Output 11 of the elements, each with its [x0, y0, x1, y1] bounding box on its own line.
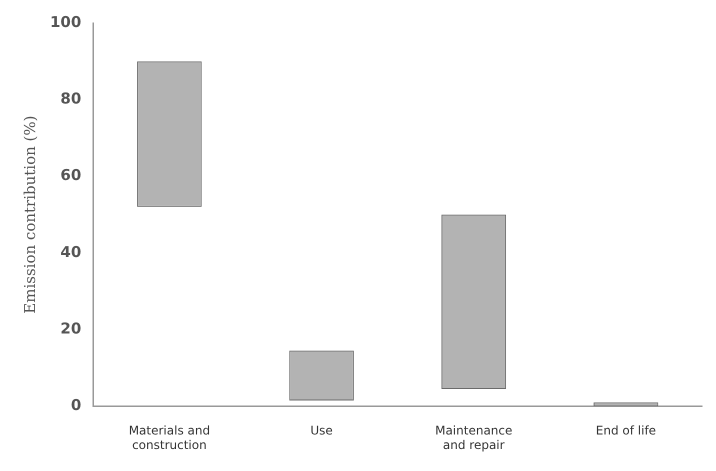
y-tick-label: 20 — [60, 319, 82, 338]
y-tick-label: 0 — [70, 396, 82, 414]
x-tick-label: Materials and construction — [128, 424, 210, 452]
y-tick-label: 40 — [60, 242, 82, 261]
x-tick-label: End of life — [596, 424, 656, 438]
y-axis-title: Emission contribution (%) — [20, 115, 39, 314]
y-tick-label: 100 — [50, 12, 82, 31]
x-tick-label: Maintenance and repair — [435, 424, 512, 452]
y-tick-label: 60 — [60, 166, 82, 184]
y-tick-label: 80 — [60, 90, 82, 108]
x-tick-label: Use — [310, 424, 333, 438]
